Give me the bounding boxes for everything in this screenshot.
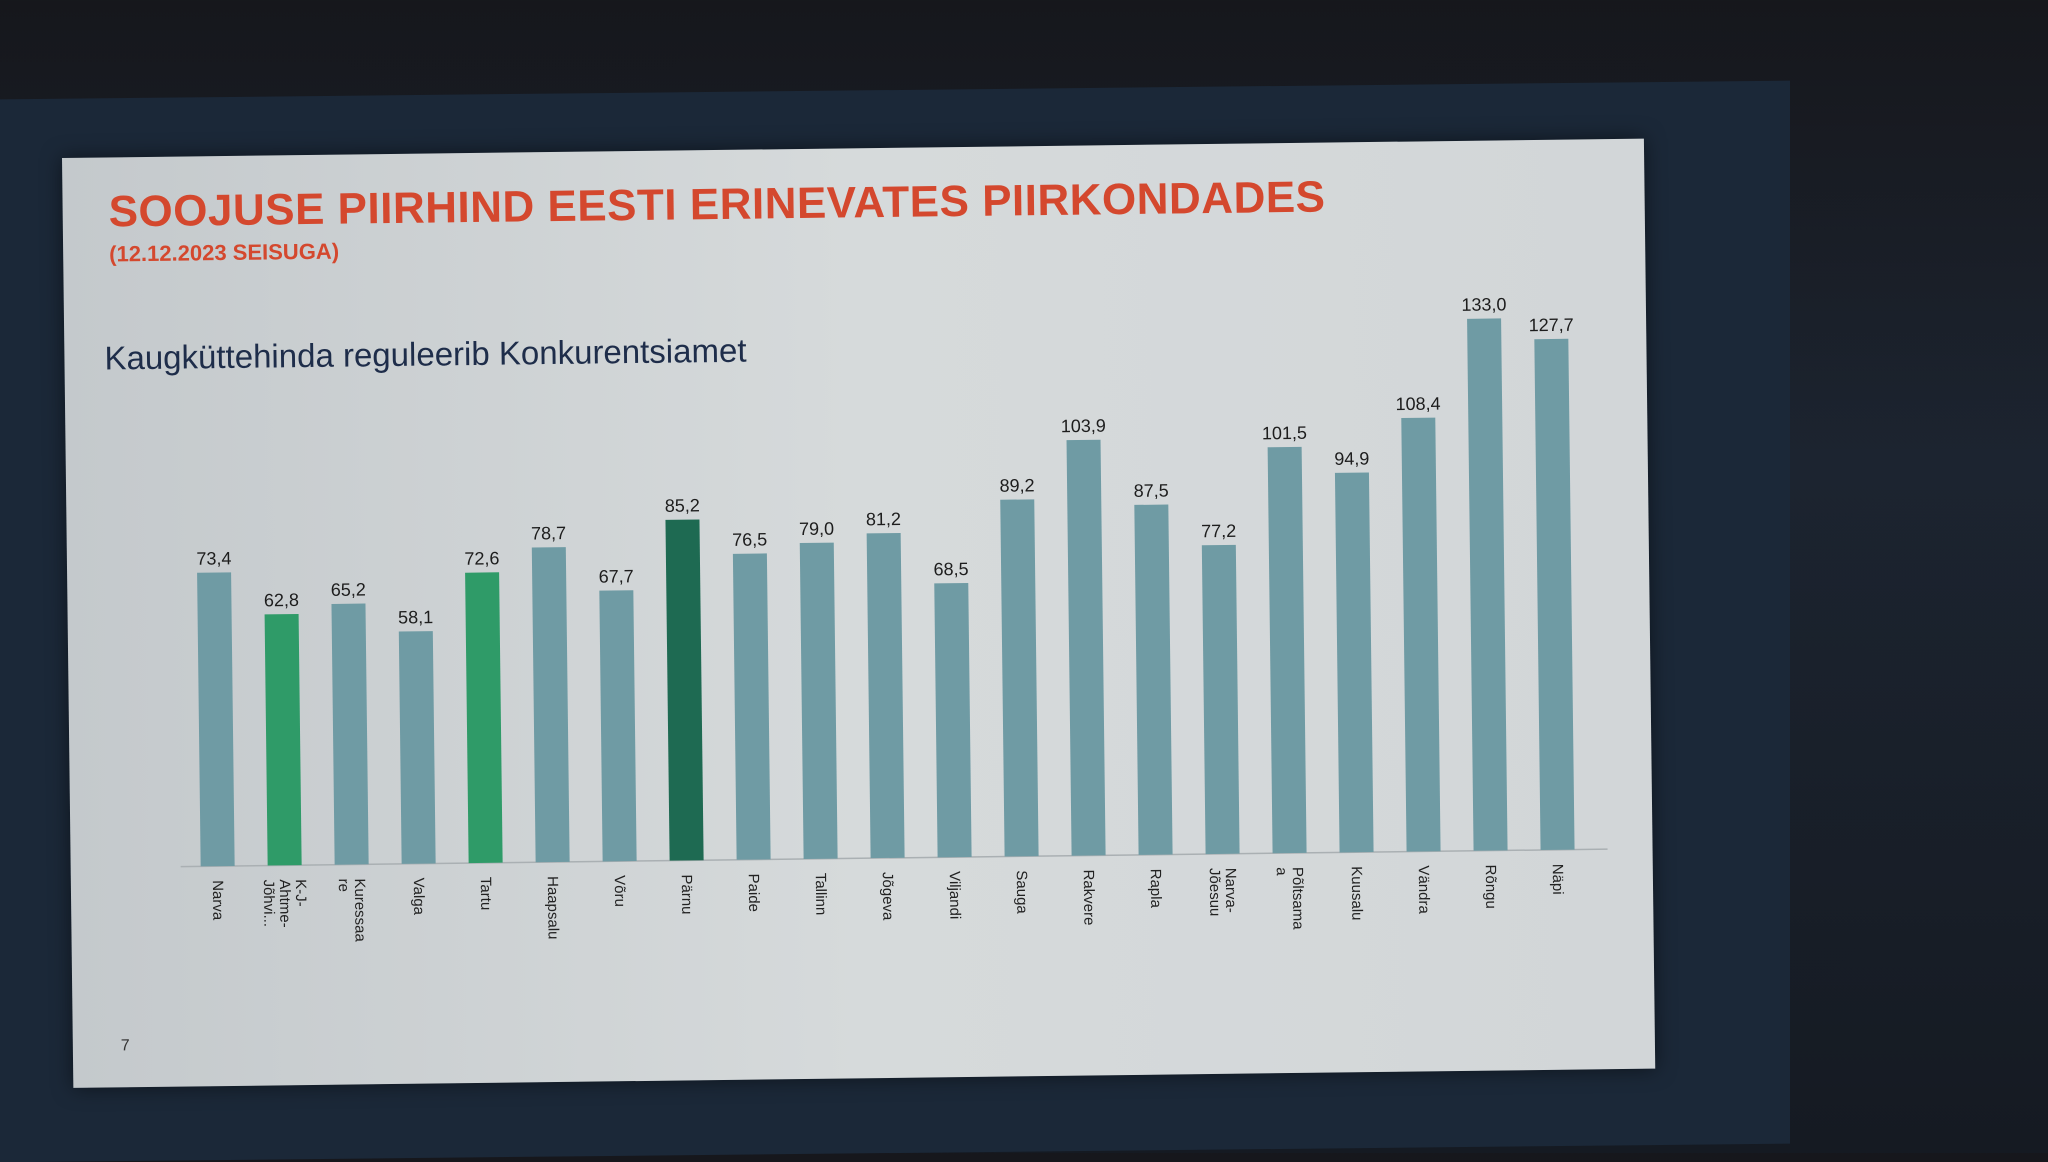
bar: [1467, 318, 1508, 851]
category-label: Viljandi: [946, 871, 964, 919]
category-label: Valga: [410, 878, 427, 916]
bar-value-label: 67,7: [599, 566, 634, 586]
bar: [1267, 446, 1307, 854]
category-label: Narva-Jõesuu: [1206, 868, 1240, 917]
page-number: 7: [120, 1037, 130, 1055]
category-label: Rapla: [1147, 869, 1164, 909]
bar-value-label: 108,4: [1395, 394, 1440, 415]
category-label: Tallinn: [812, 873, 830, 916]
category-label: Kuusalu: [1348, 866, 1366, 920]
category-label: Vändra: [1415, 865, 1433, 914]
bar: [732, 553, 771, 860]
category-label: Näpi: [1549, 864, 1566, 895]
bar: [1134, 504, 1173, 855]
bar: [264, 613, 302, 866]
bar-value-label: 127,7: [1529, 315, 1574, 336]
presentation-slide: SOOJUSE PIIRHIND EESTI ERINEVATES PIIRKO…: [62, 138, 1656, 1088]
category-label: Kuressaare: [335, 878, 369, 942]
bar-value-label: 89,2: [999, 475, 1034, 495]
category-label: Rõngu: [1482, 865, 1500, 909]
category-label: Rakvere: [1080, 869, 1098, 925]
slide-title: SOOJUSE PIIRHIND EESTI ERINEVATES PIIRKO…: [108, 172, 1326, 237]
bar-value-label: 81,2: [866, 509, 901, 529]
bar: [531, 547, 570, 863]
bar: [665, 519, 704, 861]
bar-value-label: 73,4: [196, 548, 231, 568]
bar: [197, 572, 235, 867]
bar-value-label: 103,9: [1061, 416, 1106, 437]
category-label: Sauga: [1013, 870, 1031, 914]
bar-value-label: 94,9: [1334, 448, 1369, 468]
bar-value-label: 65,2: [331, 580, 366, 600]
category-label: Narva: [209, 880, 226, 921]
bar-value-label: 87,5: [1134, 481, 1169, 501]
category-label: Pärnu: [678, 874, 695, 914]
bar-value-label: 78,7: [531, 523, 566, 543]
bar: [599, 590, 637, 862]
bar: [866, 532, 905, 859]
bar-value-label: 68,5: [933, 559, 968, 579]
bar: [1201, 544, 1240, 855]
bar: [1334, 472, 1374, 853]
bar: [1534, 338, 1575, 850]
bar: [398, 631, 436, 864]
bar-value-label: 77,2: [1201, 521, 1236, 541]
bar-value-label: 62,8: [264, 590, 299, 610]
bar: [934, 582, 972, 858]
category-label: Võru: [611, 875, 628, 907]
bar: [799, 542, 838, 859]
category-label: K-J-Ahtme-Jõhvi...: [260, 879, 310, 928]
bar-value-label: 133,0: [1461, 294, 1506, 315]
category-label: Jõgeva: [879, 872, 897, 921]
category-label: Paide: [745, 874, 762, 913]
bar-value-label: 72,6: [464, 548, 499, 568]
bar: [1000, 499, 1039, 857]
bar-value-label: 76,5: [732, 529, 767, 549]
bar-value-label: 79,0: [799, 519, 834, 539]
bar-value-label: 85,2: [665, 495, 700, 515]
bar: [465, 572, 503, 864]
category-label: Põltsamaa: [1273, 867, 1307, 931]
bar: [1401, 417, 1441, 852]
bar-value-label: 101,5: [1262, 423, 1307, 444]
bar: [331, 603, 369, 865]
category-label: Tartu: [477, 877, 494, 911]
category-label: Haapsalu: [544, 876, 562, 940]
bar-value-label: 58,1: [398, 607, 433, 627]
bar: [1066, 439, 1106, 856]
bar-chart: 73,4 Narva 62,8 K-J-Ahtme-Jõhvi... 65,2 Kures…: [180, 294, 1608, 943]
